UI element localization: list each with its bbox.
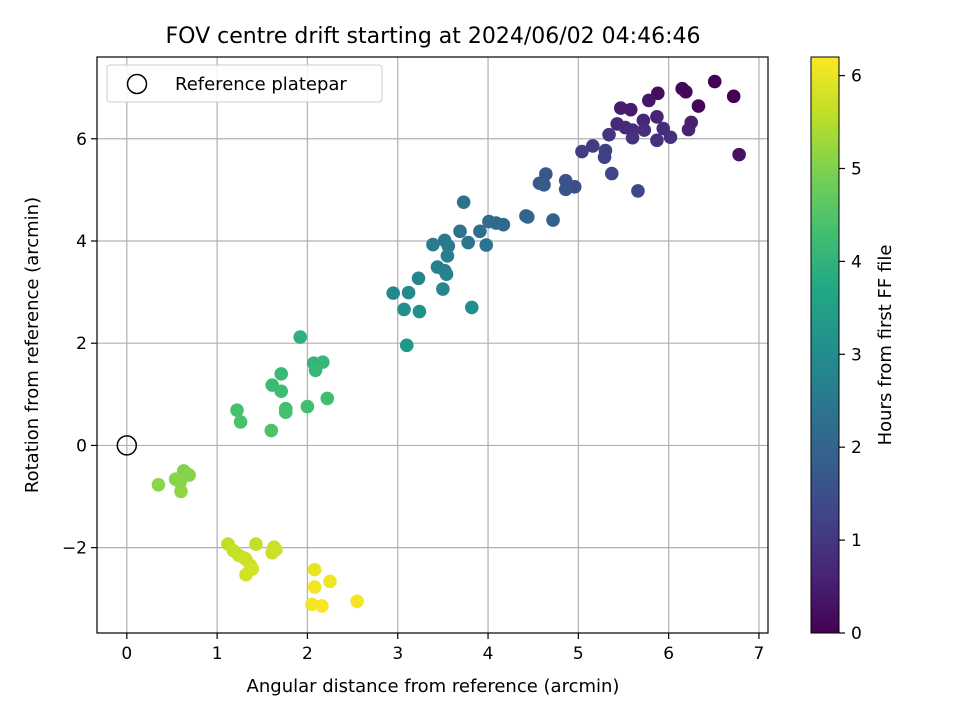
- data-point: [453, 224, 467, 239]
- colorbar-tick-label: 4: [851, 252, 862, 272]
- data-point: [399, 338, 414, 353]
- y-tick-label: 0: [76, 436, 87, 456]
- data-point: [323, 574, 337, 589]
- data-point: [412, 304, 427, 319]
- data-point: [239, 567, 253, 582]
- data-point: [174, 484, 188, 499]
- data-point: [546, 213, 560, 227]
- colorbar-tick-label: 5: [851, 159, 862, 179]
- data-point: [293, 330, 307, 344]
- x-tick-label: 2: [302, 644, 313, 664]
- legend-box: [106, 64, 383, 103]
- data-point: [440, 249, 455, 263]
- data-point: [637, 123, 652, 137]
- data-point: [602, 127, 616, 142]
- x-tick-label: 0: [121, 644, 132, 664]
- data-point: [265, 545, 280, 560]
- data-point: [537, 177, 551, 192]
- data-point: [315, 599, 329, 613]
- data-point: [691, 99, 706, 113]
- data-point: [679, 84, 693, 99]
- colorbar-tick-label: 2: [851, 438, 862, 458]
- data-point: [436, 282, 450, 296]
- data-point: [439, 267, 454, 282]
- data-point: [707, 74, 722, 89]
- data-point: [307, 580, 322, 594]
- data-point: [456, 195, 471, 209]
- grid-lines: [97, 57, 768, 633]
- data-point: [732, 147, 746, 162]
- data-point: [519, 209, 533, 223]
- data-point: [623, 102, 638, 117]
- x-tick-label: 1: [212, 644, 223, 664]
- colorbar-ticks: 0 1 2 3 4 5 6: [839, 67, 862, 644]
- data-point: [597, 150, 612, 164]
- colorbar: 0 1 2 3 4 5 6 Hours from first FF file: [810, 56, 896, 644]
- y-tick-label: −2: [62, 539, 87, 559]
- y-tick-label: 2: [76, 334, 87, 354]
- x-axis-label: Angular distance from reference (arcmin): [247, 676, 620, 697]
- legend: Reference platepar: [106, 64, 383, 103]
- plot-frame: [96, 56, 769, 634]
- data-point: [308, 363, 323, 378]
- colorbar-tick-label: 1: [851, 531, 862, 551]
- colorbar-tick-label: 6: [851, 67, 862, 87]
- data-point: [575, 144, 589, 159]
- colorbar-tick-label: 3: [851, 345, 862, 365]
- y-tick-label: 6: [76, 130, 87, 150]
- data-point: [558, 182, 573, 197]
- data-point: [307, 562, 322, 577]
- data-point: [249, 537, 263, 551]
- data-point: [264, 423, 279, 438]
- data-points: [151, 74, 746, 613]
- data-point: [230, 403, 244, 417]
- data-point: [726, 89, 741, 104]
- x-tick-label: 5: [573, 644, 584, 664]
- y-axis-ticks: −2 0 2 4 6: [62, 130, 97, 559]
- x-axis-ticks: 0 1 2 3 4 5 6 7: [121, 633, 764, 664]
- data-point: [300, 399, 315, 414]
- data-point: [482, 214, 496, 229]
- x-tick-label: 3: [392, 644, 403, 664]
- y-axis-label: Rotation from reference (arcmin): [22, 197, 43, 493]
- data-point: [274, 384, 289, 399]
- legend-marker-circle: [126, 73, 148, 95]
- data-point: [278, 405, 293, 420]
- data-point: [585, 139, 600, 153]
- legend-label: Reference platepar: [175, 74, 347, 95]
- data-point: [641, 93, 656, 108]
- reference-platepar-marker: [116, 435, 138, 456]
- data-point: [663, 130, 678, 145]
- data-point: [350, 594, 364, 609]
- colorbar-bar: [810, 56, 840, 634]
- data-point: [604, 166, 619, 181]
- data-point: [411, 271, 426, 286]
- data-point: [479, 238, 494, 252]
- data-point: [426, 237, 440, 252]
- data-point: [461, 235, 475, 250]
- data-point: [681, 122, 696, 137]
- x-tick-label: 4: [483, 644, 494, 664]
- data-point: [151, 477, 166, 492]
- colorbar-label: Hours from first FF file: [875, 245, 896, 446]
- data-point: [401, 285, 416, 300]
- data-point: [473, 224, 487, 239]
- data-point: [274, 367, 289, 381]
- data-point: [464, 300, 479, 315]
- x-tick-label: 6: [663, 644, 674, 664]
- data-point: [631, 184, 645, 198]
- data-point: [625, 130, 640, 145]
- data-point: [397, 302, 411, 317]
- chart-title: FOV centre drift starting at 2024/06/02 …: [166, 24, 701, 49]
- data-point: [320, 391, 335, 406]
- data-point: [650, 133, 664, 148]
- data-point: [233, 415, 248, 429]
- x-tick-label: 7: [754, 644, 765, 664]
- y-tick-label: 4: [76, 232, 87, 252]
- data-point: [386, 286, 401, 300]
- data-point: [650, 109, 664, 124]
- colorbar-tick-label: 0: [851, 624, 862, 644]
